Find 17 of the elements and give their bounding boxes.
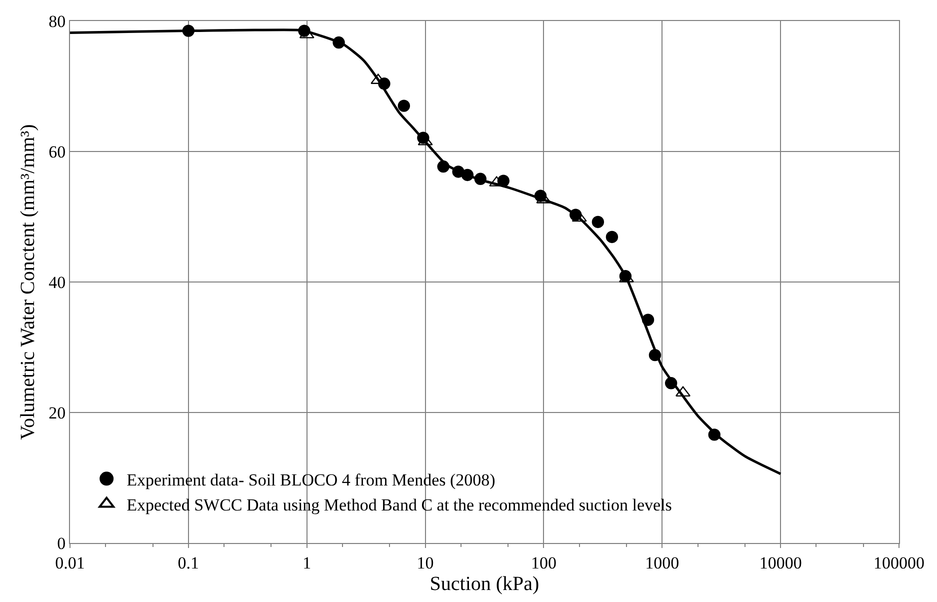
x-tick-label: 1	[302, 553, 312, 572]
y-axis-title: Volumetric Water Conctent (mm³/mm³)	[17, 124, 40, 440]
x-tick-label: 100000	[874, 553, 924, 572]
x-tick-label: 0.1	[178, 553, 200, 572]
y-tick-label: 0	[57, 534, 66, 553]
x-tick-label: 100	[530, 553, 556, 572]
legend-label: Experiment data- Soil BLOCO 4 from Mendes (2008)	[126, 470, 496, 490]
x-axis-title: Suction (kPa)	[430, 572, 540, 595]
x-tick-label: 1000	[645, 553, 680, 572]
x-tick-label: 10	[416, 553, 434, 572]
y-tick-label: 40	[48, 272, 66, 292]
y-tick-label: 20	[48, 403, 66, 422]
x-tick-label: 0.01	[55, 553, 85, 572]
y-tick-label: 60	[48, 142, 66, 162]
legend-label: Expected SWCC Data using Method Band C at the recommended suction levels	[126, 495, 672, 514]
x-tick-label: 10000	[759, 553, 802, 572]
y-tick-label: 80	[48, 12, 66, 31]
